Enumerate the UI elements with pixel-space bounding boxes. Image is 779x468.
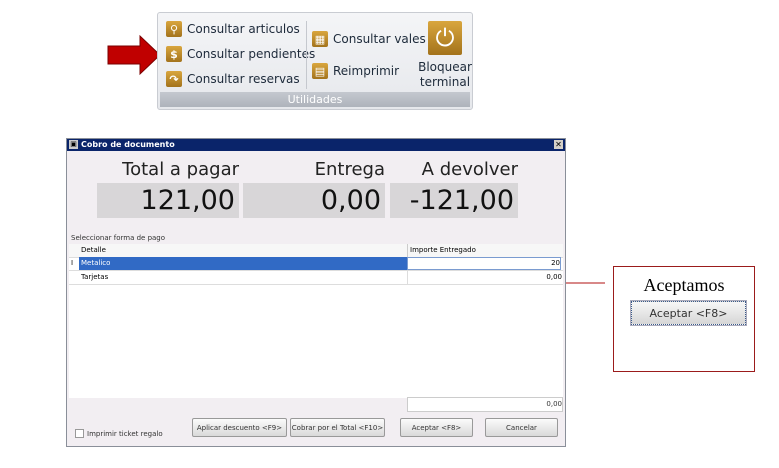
search-icon: ⚲: [166, 21, 182, 37]
section-label: Seleccionar forma de pago: [71, 234, 166, 242]
ribbon-utilidades: ⚲ Consultar articulos $ Consultar pendient…: [157, 12, 473, 110]
close-icon[interactable]: ✕: [554, 140, 563, 149]
checkbox-label: Imprimir ticket regalo: [87, 429, 163, 438]
cancelar-button[interactable]: Cancelar: [485, 418, 558, 437]
entrega-value: 0,00: [243, 183, 385, 218]
label: Consultar vales: [333, 32, 426, 46]
callout-aceptar-button: Aceptar <F8>: [630, 300, 747, 326]
callout-title: Aceptamos: [643, 275, 725, 295]
checkbox-icon[interactable]: [75, 429, 84, 438]
label: Reimprimir: [333, 64, 400, 78]
devolver-label: A devolver: [421, 159, 518, 180]
dialog-title: Cobro de documento: [81, 140, 175, 149]
aplicar-descuento-button[interactable]: Aplicar descuento <F9>: [192, 418, 287, 437]
entrega-label: Entrega: [314, 159, 385, 180]
label: Consultar articulos: [187, 22, 300, 36]
grid-header: Detalle Importe Entregado: [69, 244, 563, 258]
column-detalle: Detalle: [81, 246, 106, 254]
cobro-dialog: ▣ Cobro de documento ✕ Total a pagar 121…: [66, 138, 566, 447]
app-icon: ▣: [69, 140, 78, 149]
ticket-regalo-checkbox[interactable]: Imprimir ticket regalo: [75, 429, 163, 438]
consultar-pendientes-button[interactable]: $ Consultar pendientes: [166, 46, 315, 62]
devolver-value: -121,00: [390, 183, 518, 218]
phone-icon: ↷: [166, 71, 182, 87]
cobrar-total-button[interactable]: Cobrar por el Total <F10>: [290, 418, 385, 437]
label: Bloquear: [418, 60, 472, 74]
column-importe: Importe Entregado: [407, 244, 476, 257]
total-label: Total a pagar: [122, 159, 239, 180]
red-arrow-icon: [107, 34, 161, 76]
total-value: 121,00: [97, 183, 239, 218]
reimprimir-button[interactable]: ▤ Reimprimir: [312, 63, 399, 79]
consultar-articulos-button[interactable]: ⚲ Consultar articulos: [166, 21, 300, 37]
cell-importe-input[interactable]: 20: [407, 257, 561, 270]
payment-grid[interactable]: Detalle Importe Entregado I Metalico 20 …: [69, 244, 563, 398]
bloquear-terminal-button[interactable]: Bloquear terminal: [416, 60, 474, 90]
grid-icon: ▦: [312, 31, 328, 47]
table-row[interactable]: Tarjetas 0,00: [69, 271, 563, 285]
callout-box: Aceptamos Aceptar <F8>: [613, 266, 755, 372]
consultar-reservas-button[interactable]: ↷ Consultar reservas: [166, 71, 300, 87]
consultar-vales-button[interactable]: ▦ Consultar vales: [312, 31, 426, 47]
table-row[interactable]: I Metalico 20: [69, 257, 563, 271]
aceptar-button[interactable]: Aceptar <F8>: [400, 418, 473, 437]
cell-detalle[interactable]: Metalico: [79, 257, 407, 270]
label: Consultar pendientes: [187, 47, 316, 61]
title-bar: ▣ Cobro de documento ✕: [67, 139, 565, 151]
power-icon[interactable]: ⏻: [428, 21, 462, 55]
cell-importe[interactable]: 0,00: [407, 271, 562, 284]
separator: [306, 21, 307, 89]
printer-icon: ▤: [312, 63, 328, 79]
label: Consultar reservas: [187, 72, 300, 86]
group-label: Utilidades: [160, 92, 470, 107]
label: terminal: [419, 75, 471, 89]
cell-detalle[interactable]: Tarjetas: [81, 273, 109, 281]
footer-total: 0,00: [407, 397, 563, 412]
row-indicator-icon: I: [71, 259, 74, 267]
dollar-icon: $: [166, 46, 182, 62]
